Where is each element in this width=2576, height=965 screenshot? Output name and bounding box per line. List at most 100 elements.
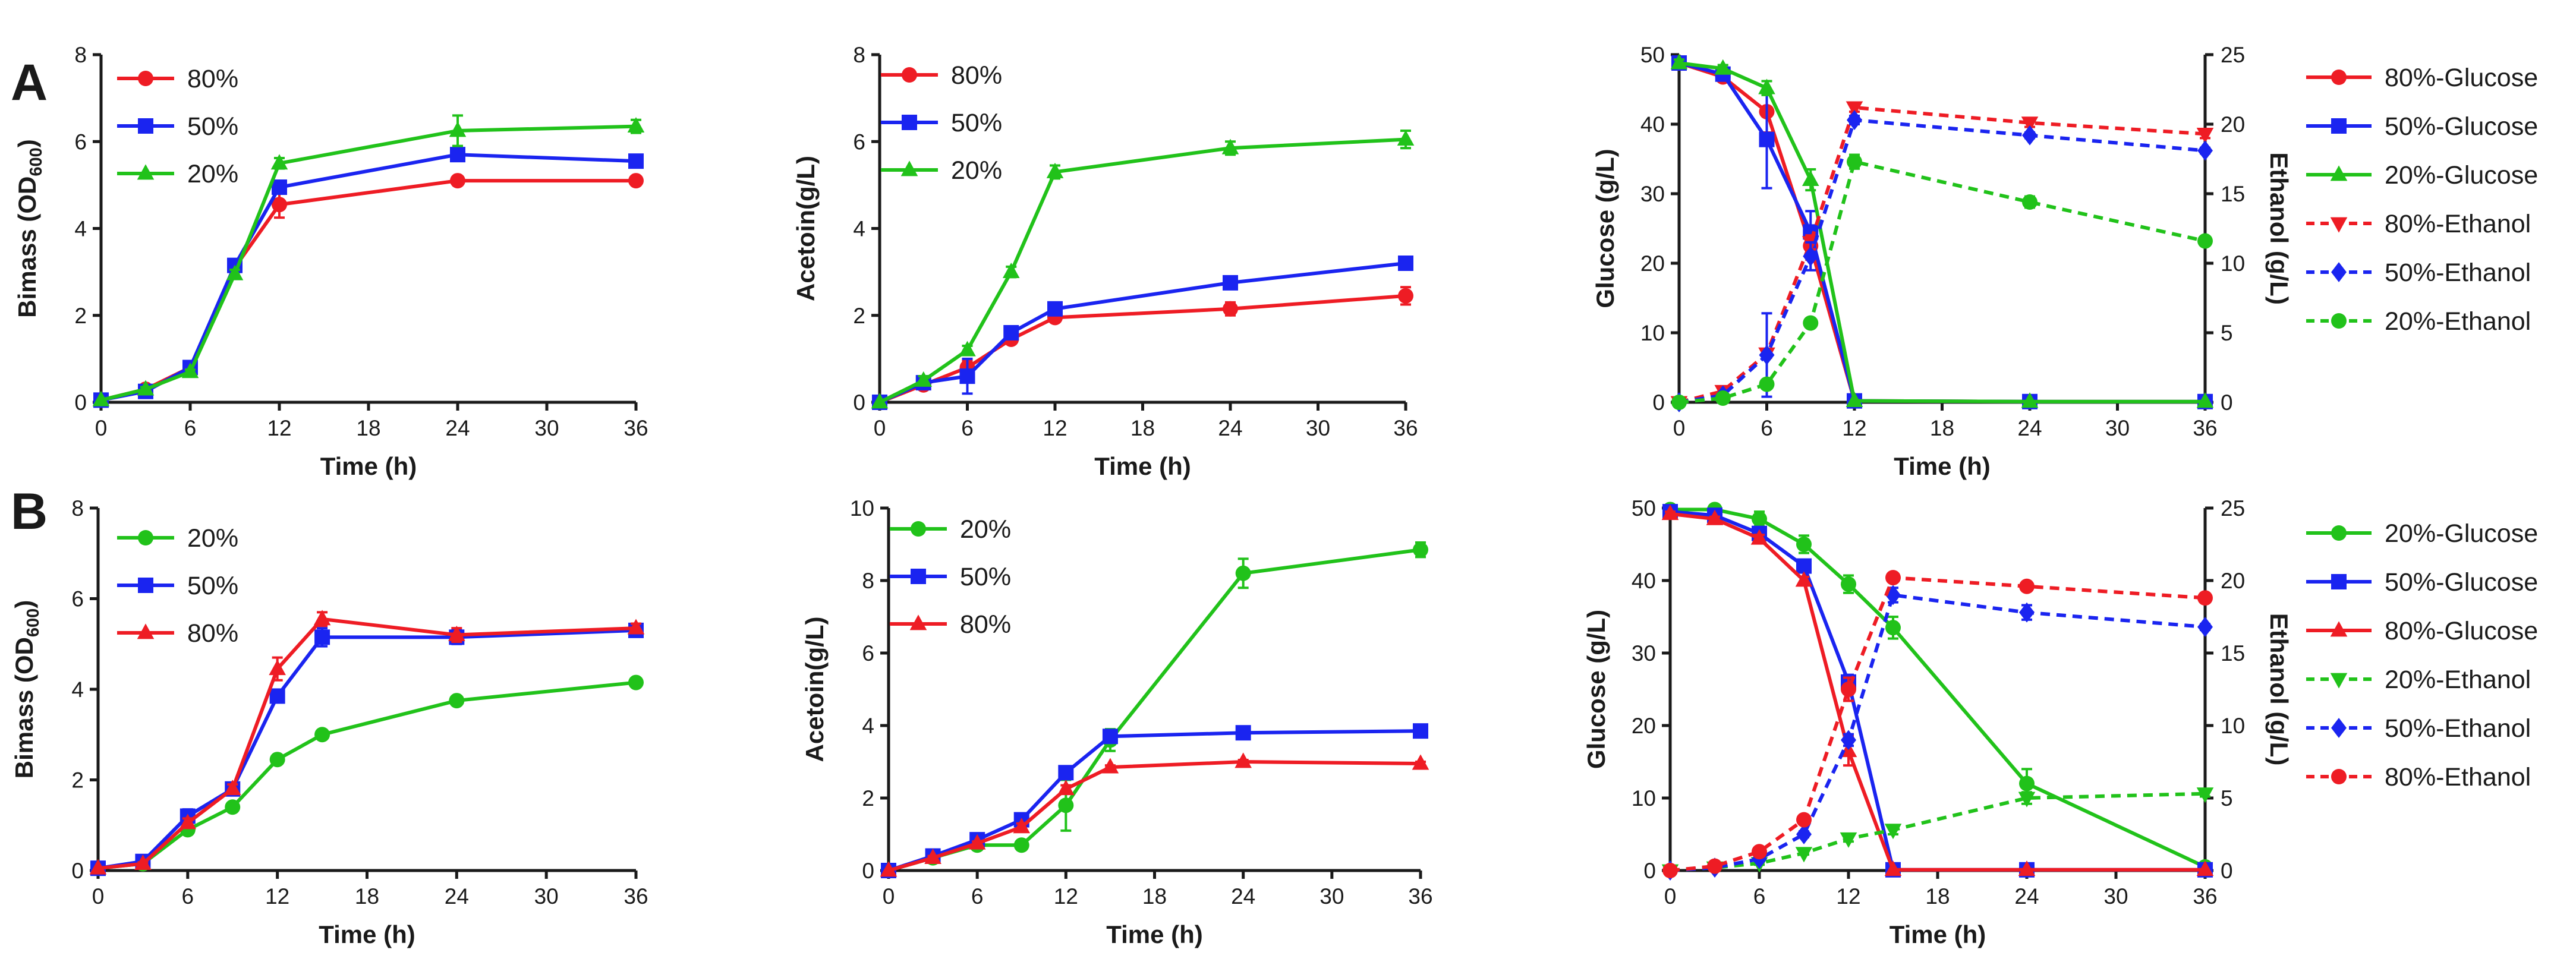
data-point: [1846, 392, 1863, 408]
data-point: [1235, 725, 1251, 741]
data-point: [1796, 537, 1812, 552]
y-axis-label-sub: 600: [27, 147, 46, 176]
x-tick-label: 0: [874, 416, 886, 440]
data-point: [2196, 860, 2214, 876]
legend-entry: 20%: [890, 515, 1011, 544]
y-axis-label: Bimass (OD600): [13, 139, 46, 317]
data-point: [1412, 754, 1429, 770]
data-point: [449, 693, 465, 709]
data-point: [223, 780, 241, 796]
series-line: [1670, 507, 2206, 869]
x-tick-label: 24: [1231, 884, 1255, 909]
y-tick-label: 0: [1652, 390, 1665, 415]
data-point: [2019, 775, 2035, 791]
legend-marker: [137, 623, 155, 639]
legend-entry: 80%: [117, 65, 238, 93]
x-tick-label: 36: [2193, 884, 2217, 909]
x-tick-label: 18: [356, 416, 380, 440]
x-tick-label: 0: [1673, 416, 1686, 440]
data-point: [1057, 780, 1075, 796]
y-tick-label: 0: [1643, 859, 1656, 883]
x-tick-label: 30: [534, 416, 559, 440]
data-point: [1796, 558, 1812, 574]
data-point: [1795, 571, 1813, 587]
y2-axis-label: Ethanol (g/L): [2265, 613, 2293, 766]
x-tick-label: 24: [445, 884, 469, 909]
x-axis-label: Time (h): [1890, 920, 1986, 948]
legend-entry: 50%-Ethanol: [2306, 258, 2531, 287]
data-point: [627, 117, 645, 133]
data-point: [1796, 812, 1812, 828]
data-point: [1706, 509, 1724, 525]
y2-tick-label: 5: [2221, 786, 2233, 811]
x-tick-label: 30: [534, 884, 559, 909]
legend-label: 80%: [187, 619, 238, 648]
legend-label: 80%: [960, 610, 1011, 639]
x-tick-label: 30: [2103, 884, 2128, 909]
x-tick-label: 30: [1320, 884, 1344, 909]
x-tick-label: 36: [2193, 416, 2217, 440]
legend-entry: 80%-Glucose: [2306, 617, 2538, 645]
y-axis-label-main: Glucose (g/L): [1591, 149, 1619, 308]
x-tick-label: 12: [1842, 416, 1866, 440]
x-tick-label: 6: [1753, 884, 1766, 909]
y2-tick-label: 15: [2221, 182, 2245, 206]
data-point: [915, 371, 933, 387]
y-tick-label: 6: [74, 130, 87, 154]
series-20-: [881, 541, 1428, 878]
data-point: [1803, 246, 1819, 267]
y-tick-label: 40: [1632, 569, 1656, 593]
legend-label: 50%: [960, 563, 1011, 591]
series-line: [1679, 105, 2206, 404]
legend-entry: 20%-Glucose: [2306, 519, 2538, 548]
series-50-glucose: [1671, 55, 2213, 409]
data-point: [1413, 542, 1428, 558]
data-point: [2196, 787, 2214, 803]
y-axis-label-main: Acetoin(g/L): [792, 156, 820, 301]
data-point: [2018, 860, 2036, 876]
y-axis-label: Acetoin(g/L): [792, 156, 820, 301]
x-axis-label: Time (h): [1094, 452, 1191, 480]
data-point: [272, 179, 287, 195]
series-50-: [872, 256, 1413, 410]
series-line: [878, 261, 1406, 404]
x-tick-label: 6: [182, 884, 194, 909]
x-tick-label: 18: [355, 884, 379, 909]
series-20-: [92, 114, 645, 406]
data-point: [2022, 125, 2038, 146]
legend-label: 20%-Ethanol: [2385, 666, 2531, 694]
legend-entry: 20%: [881, 156, 1002, 185]
y-tick-label: 8: [853, 43, 865, 67]
legend-entry: 50%: [890, 563, 1011, 591]
legend-label: 20%-Glucose: [2385, 161, 2538, 190]
series-line: [1679, 160, 2206, 404]
x-tick-label: 36: [623, 884, 648, 909]
data-point: [1796, 824, 1812, 844]
data-point: [137, 380, 155, 396]
y-axis-label-sub: 600: [24, 608, 43, 637]
legend-entry: 20%-Ethanol: [2306, 307, 2531, 336]
data-point: [450, 147, 465, 163]
data-point: [924, 849, 941, 865]
y-tick-label: 20: [1640, 251, 1665, 276]
data-point: [628, 674, 644, 690]
data-point: [1013, 837, 1029, 853]
data-point: [1841, 576, 1856, 592]
x-tick-label: 0: [1664, 884, 1677, 909]
y-tick-label: 8: [74, 43, 87, 67]
legend-label: 50%-Glucose: [2385, 112, 2538, 141]
legend-marker: [911, 569, 926, 584]
legend-label: 80%-Glucose: [2385, 617, 2538, 645]
data-point: [272, 197, 287, 213]
y-axis-label-main: Bimass (OD: [10, 637, 38, 778]
legend-marker: [902, 67, 917, 83]
x-tick-label: 24: [445, 416, 470, 440]
series-line: [1679, 118, 2206, 404]
series-line: [100, 124, 637, 402]
data-point: [1058, 797, 1074, 813]
legend-marker: [138, 530, 153, 545]
legend-marker: [2331, 313, 2347, 329]
y-tick-label: 6: [853, 130, 865, 154]
data-point: [2197, 590, 2213, 606]
series-line: [97, 617, 637, 871]
